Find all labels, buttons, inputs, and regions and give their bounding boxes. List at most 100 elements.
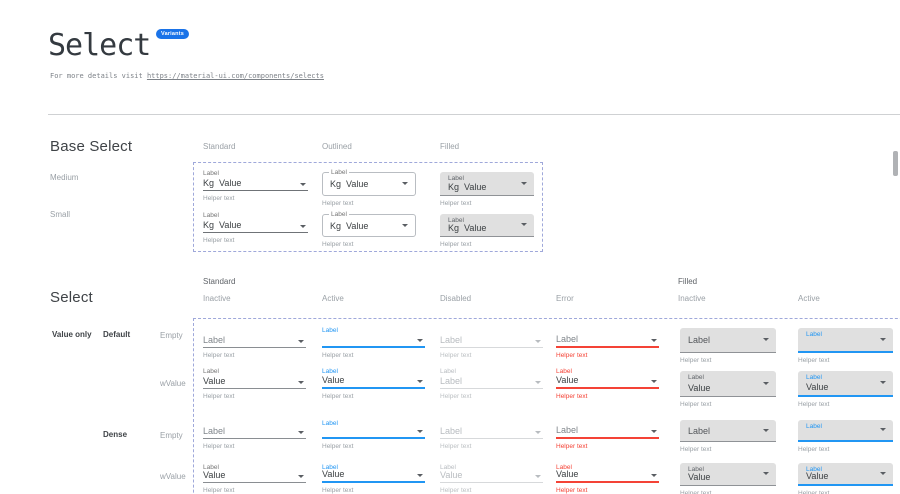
base-column-header-outlined: Outlined	[322, 142, 352, 151]
select-input[interactable]: Label Kg Value	[440, 214, 534, 237]
select-input[interactable]: Kg Value	[203, 220, 308, 233]
dropdown-arrow-icon	[763, 472, 769, 475]
select-input[interactable]: Label	[556, 425, 659, 439]
select-input[interactable]: Value	[322, 469, 425, 483]
row-group-label: Value only	[52, 330, 92, 339]
select-input[interactable]: Label Kg Value	[440, 172, 534, 196]
dropdown-arrow-icon	[651, 474, 657, 477]
dropdown-arrow-icon	[763, 381, 769, 385]
helper-text: Helper text	[798, 401, 830, 408]
select-floating-label	[203, 327, 306, 335]
select-input[interactable]: Label	[680, 420, 776, 442]
select-floating-label: Label	[322, 368, 338, 375]
dropdown-arrow-icon	[535, 381, 541, 384]
select-standard-inactive-default-empty[interactable]: Label Helper text	[203, 327, 306, 359]
select-input[interactable]: Label	[680, 328, 776, 353]
select-standard-inactive-default-wvalue[interactable]: Label Value Helper text	[203, 368, 306, 400]
select-standard-active-dense-wvalue[interactable]: Label Value Helper text	[322, 464, 425, 494]
select-filled-inactive-dense-empty[interactable]: Label Helper text	[680, 420, 776, 453]
select-filled-active-dense-empty[interactable]: Label Helper text	[798, 420, 893, 453]
select-floating-label: Label	[203, 170, 219, 177]
helper-text: Helper text	[680, 490, 712, 494]
select-floating-label: Label	[806, 331, 822, 338]
select-standard-active-default-wvalue[interactable]: Label Value Helper text	[322, 368, 425, 400]
select-filled-active-dense-wvalue[interactable]: Label Value Helper text	[798, 463, 893, 494]
helper-text: Helper text	[440, 352, 472, 359]
select-floating-label: Label	[448, 175, 464, 182]
helper-text: Helper text	[322, 200, 354, 207]
select-input[interactable]: Value	[556, 469, 659, 483]
vertical-scrollbar-thumb[interactable]	[893, 151, 898, 176]
select-base-standard-small[interactable]: Label Kg Value Helper text	[203, 212, 308, 244]
select-standard-inactive-dense-wvalue[interactable]: Label Value Helper text	[203, 464, 306, 494]
select-input[interactable]: Label	[203, 335, 306, 348]
select-base-filled-medium[interactable]: Label Kg Value Helper text	[440, 172, 534, 207]
select-input[interactable]: Label Value	[798, 463, 893, 486]
select-standard-disabled-dense-empty[interactable]: Label Helper text	[440, 420, 543, 450]
select-input[interactable]: Kg Value	[203, 178, 308, 191]
select-filled-active-default-empty[interactable]: Label Helper text	[798, 328, 893, 364]
docs-link[interactable]: https://material-ui.com/components/selec…	[146, 72, 324, 80]
base-component-frame	[193, 162, 543, 252]
header-divider	[48, 114, 900, 115]
dropdown-arrow-icon	[417, 430, 423, 433]
select-input[interactable]: Label	[798, 420, 893, 442]
select-input[interactable]: Label	[440, 376, 543, 389]
select-standard-active-dense-empty[interactable]: Label Helper text	[322, 420, 425, 450]
select-floating-label: Label	[329, 169, 349, 176]
select-input[interactable]: Label Kg Value	[322, 211, 416, 237]
select-floating-label: Label	[688, 466, 704, 473]
helper-text: Helper text	[203, 487, 235, 494]
select-input[interactable]: Label Value	[798, 371, 893, 397]
select-input[interactable]	[322, 428, 425, 439]
select-standard-active-default-empty[interactable]: Label Helper text	[322, 327, 425, 359]
dropdown-arrow-icon	[402, 182, 408, 185]
select-filled-inactive-dense-wvalue[interactable]: Label Value Helper text	[680, 463, 776, 494]
select-input[interactable]: Value	[203, 470, 306, 483]
select-filled-inactive-default-wvalue[interactable]: Label Value Helper text	[680, 371, 776, 408]
select-filled-active-default-wvalue[interactable]: Label Value Helper text	[798, 371, 893, 408]
select-standard-error-dense-wvalue[interactable]: Label Value Helper text	[556, 464, 659, 494]
select-input[interactable]: Value	[322, 375, 425, 389]
subtitle-text: For more details visit	[50, 72, 147, 80]
helper-text: Helper text	[798, 446, 830, 453]
dropdown-arrow-icon	[298, 431, 304, 434]
select-input[interactable]: Label	[440, 335, 543, 348]
dropdown-arrow-icon	[535, 475, 541, 478]
select-floating-label: Label	[203, 464, 219, 471]
group-header-filled: Filled	[678, 277, 698, 286]
select-standard-error-dense-empty[interactable]: Label Helper text	[556, 420, 659, 450]
select-input[interactable]: Label Value	[680, 371, 776, 397]
select-standard-disabled-default-wvalue[interactable]: Label Label Helper text	[440, 368, 543, 400]
select-standard-inactive-dense-empty[interactable]: Label Helper text	[203, 420, 306, 450]
column-header-filled-inactive: Inactive	[678, 294, 706, 303]
base-column-header-standard: Standard	[203, 142, 236, 151]
column-header-inactive: Inactive	[203, 294, 231, 303]
select-standard-disabled-dense-wvalue[interactable]: Label Value Helper text	[440, 464, 543, 494]
select-standard-error-default-wvalue[interactable]: Label Value Helper text	[556, 368, 659, 400]
select-filled-inactive-default-empty[interactable]: Label Helper text	[680, 328, 776, 364]
helper-text: Helper text	[556, 487, 588, 494]
select-base-outlined-small[interactable]: Label Kg Value Helper text	[322, 211, 416, 248]
select-base-filled-small[interactable]: Label Kg Value Helper text	[440, 214, 534, 248]
select-input[interactable]: Label	[798, 328, 893, 353]
helper-text: Helper text	[440, 200, 472, 207]
select-input[interactable]: Label	[556, 334, 659, 348]
variants-badge: Variants	[156, 29, 190, 39]
select-value: Kg Value	[330, 220, 369, 231]
helper-text: Helper text	[440, 443, 472, 450]
select-input[interactable]: Label	[440, 426, 543, 439]
select-input[interactable]: Value	[203, 376, 306, 389]
select-base-standard-medium[interactable]: Label Kg Value Helper text	[203, 170, 308, 202]
select-input[interactable]: Value	[440, 470, 543, 483]
select-input[interactable]: Label	[203, 426, 306, 439]
select-input[interactable]: Label Value	[680, 463, 776, 486]
select-input[interactable]	[322, 335, 425, 348]
select-base-outlined-medium[interactable]: Label Kg Value Helper text	[322, 169, 416, 207]
select-input[interactable]: Value	[556, 375, 659, 389]
select-value: Label	[440, 335, 463, 345]
select-standard-disabled-default-empty[interactable]: Label Helper text	[440, 327, 543, 359]
helper-text: Helper text	[556, 352, 588, 359]
select-standard-error-default-empty[interactable]: Label Helper text	[556, 327, 659, 359]
select-input[interactable]: Label Kg Value	[322, 169, 416, 196]
